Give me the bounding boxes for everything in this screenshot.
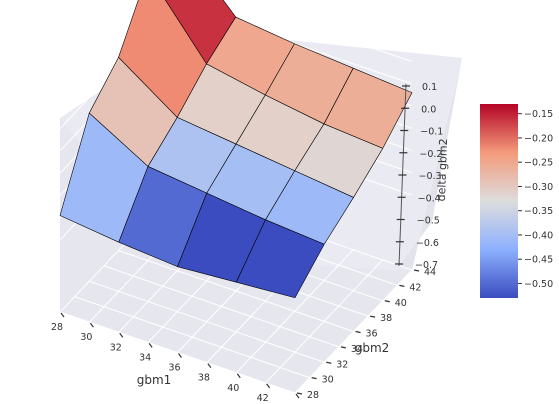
y-tick-label: 42 xyxy=(409,282,421,293)
x-tick-label: 32 xyxy=(110,342,122,353)
floor-grid-line xyxy=(89,280,325,363)
floor-grid-line xyxy=(74,296,310,379)
floor-grid-line xyxy=(118,250,354,332)
wall-grid-line xyxy=(59,0,413,63)
z-tick-label: −0.3 xyxy=(419,171,442,182)
y-tick-label: 44 xyxy=(424,267,436,278)
x-tick-mark xyxy=(178,353,182,358)
x-tick-label: 34 xyxy=(139,352,151,363)
z-tick-label: 0.0 xyxy=(421,104,436,115)
x-tick-mark xyxy=(148,343,153,348)
colorbar-tick-label: −0.45 xyxy=(524,255,553,266)
wall-grid-line xyxy=(59,0,413,107)
wall-grid-line xyxy=(59,0,413,85)
y-tick-mark xyxy=(370,315,376,318)
x-tick-mark xyxy=(89,322,94,328)
y-tick-label: 36 xyxy=(366,329,378,340)
colorbar xyxy=(480,104,518,298)
x-tick-mark xyxy=(119,332,124,338)
x-tick-label: 36 xyxy=(168,363,180,374)
floor-grid-line xyxy=(59,311,296,394)
x-tick-mark xyxy=(266,383,271,389)
y-tick-mark xyxy=(399,284,405,287)
floor-grid-line xyxy=(103,265,340,348)
x-tick-label: 40 xyxy=(227,383,239,394)
z-tick-label: −0.1 xyxy=(420,127,443,138)
colorbar-tick-label: −0.20 xyxy=(524,133,553,144)
y-axis-label: gbm2 xyxy=(355,341,390,355)
z-tick-label: −0.5 xyxy=(417,216,440,227)
x-tick-mark xyxy=(236,373,241,379)
floor-pane xyxy=(60,118,412,393)
surface xyxy=(59,0,413,299)
x-tick-mark xyxy=(60,312,65,318)
y-tick-mark xyxy=(355,330,361,334)
x-tick-label: 42 xyxy=(257,393,269,404)
z-ticks: 0.1 0.0 −0.1 −0.2 −0.3 −0.4 −0.5 −0.6 −0.7 xyxy=(395,82,443,271)
y-tick-mark xyxy=(413,269,420,272)
colorbar-tick-label: −0.40 xyxy=(524,230,553,241)
x-tick-label: 28 xyxy=(51,322,63,333)
z-tick-label: −0.7 xyxy=(415,260,438,271)
y-tick-label: 34 xyxy=(351,344,363,355)
y-tick-mark xyxy=(340,346,346,349)
y-tick-mark xyxy=(311,377,317,380)
y-tick-mark xyxy=(326,361,332,364)
x-tick-label: 38 xyxy=(198,373,210,384)
colorbar-tick-label: −0.15 xyxy=(524,109,553,120)
y-tick-label: 40 xyxy=(395,298,407,309)
z-tick-label: 0.1 xyxy=(422,82,437,93)
x-tick-mark xyxy=(295,393,300,399)
z-tick-label: −0.6 xyxy=(416,238,439,249)
z-tick-label: −0.4 xyxy=(418,193,441,204)
z-axis-label: delta gbm2 xyxy=(435,138,450,201)
y-tick-mark xyxy=(296,392,303,395)
y-tick-mark xyxy=(384,300,390,303)
z-tick-label: −0.2 xyxy=(419,149,442,160)
x-axis-label: gbm1 xyxy=(137,373,172,387)
colorbar-tick-label: −0.30 xyxy=(524,182,553,193)
colorbar-ticks: −0.15 −0.20 −0.25 −0.30 −0.35 −0.40 −0.45 −0.50 xyxy=(518,109,553,290)
y-tick-label: 28 xyxy=(307,390,319,401)
y-tick-label: 32 xyxy=(336,359,348,370)
colorbar-tick-label: −0.35 xyxy=(524,206,553,217)
y-tick-label: 38 xyxy=(380,313,392,324)
x-tick-label: 30 xyxy=(80,332,92,343)
colorbar-tick-label: −0.25 xyxy=(524,158,553,169)
x-tick-mark xyxy=(207,363,212,368)
colorbar-tick-label: −0.50 xyxy=(524,279,553,290)
surface-face xyxy=(235,219,325,299)
y-tick-label: 30 xyxy=(322,375,334,386)
